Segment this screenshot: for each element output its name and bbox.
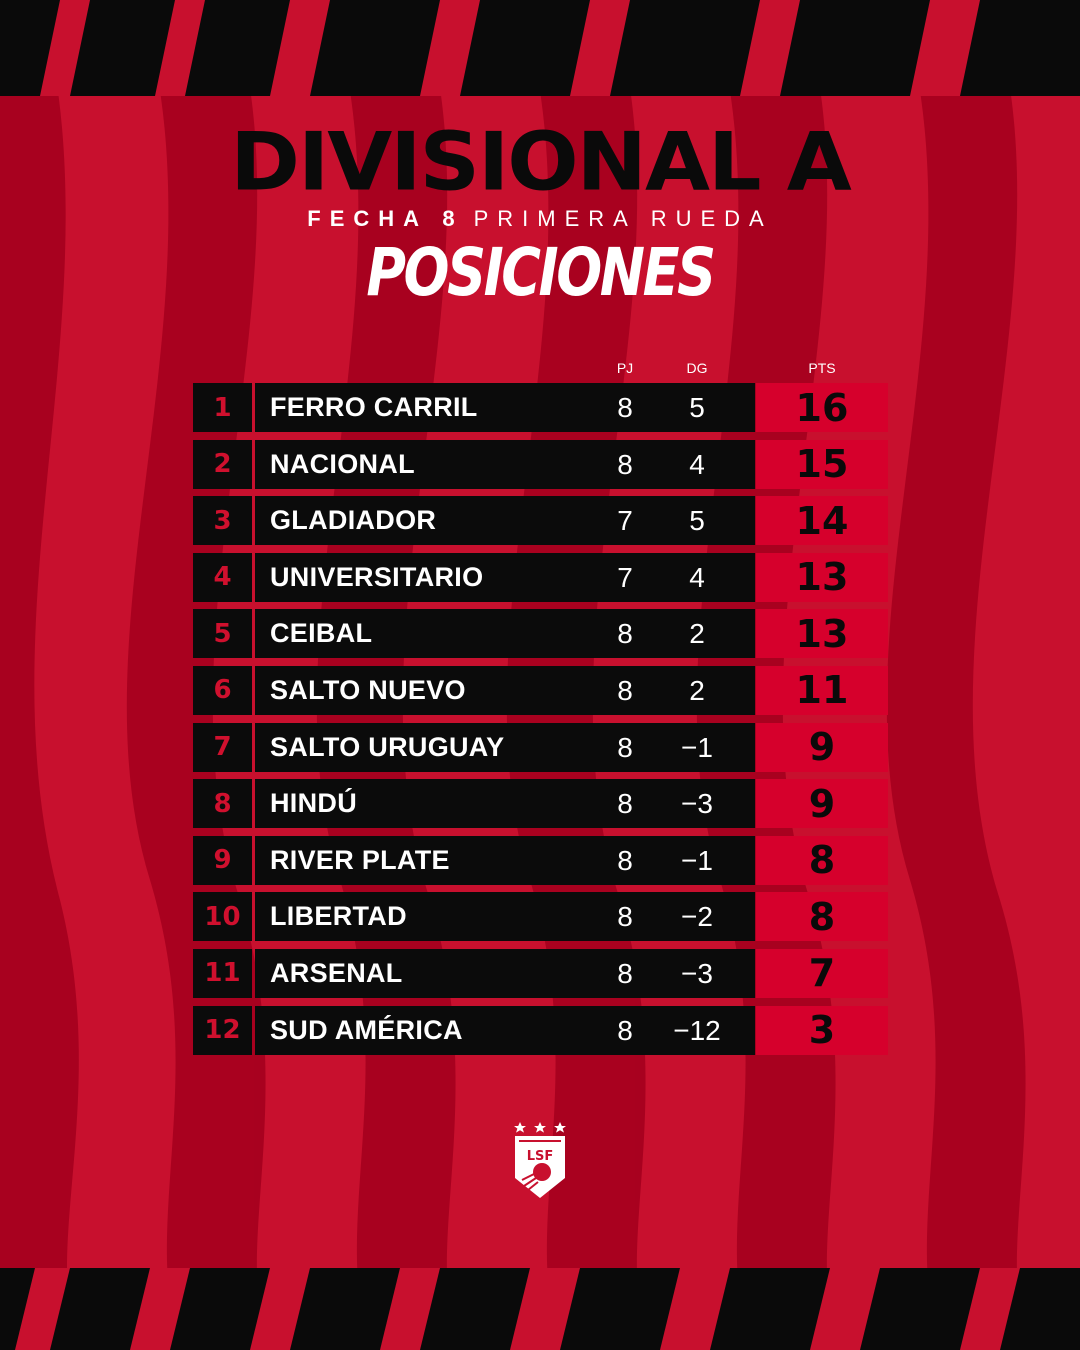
goal-difference: 4 [689, 561, 705, 593]
goal-difference: −1 [681, 731, 713, 763]
points: 9 [756, 779, 888, 829]
position-number: 1 [193, 383, 252, 432]
team-name: SUD AMÉRICA [270, 1014, 463, 1045]
table-row: 12 SUD AMÉRICA 8 −12 3 [193, 1005, 888, 1055]
games-played: 8 [617, 674, 633, 706]
points: 8 [756, 835, 888, 885]
table-row: 10 LIBERTAD 8 −2 8 [193, 892, 888, 942]
page-title: DIVISIONAL A [230, 115, 852, 209]
round-label: FECHA 8 [307, 206, 464, 231]
subtitle: FECHA 8 PRIMERA RUEDA [0, 206, 1080, 232]
position-number: 10 [193, 892, 252, 942]
team-cell: NACIONAL 8 4 [255, 439, 755, 489]
points: 8 [756, 892, 888, 942]
logo-text: LSF [527, 1149, 554, 1164]
column-header-pts: PTS [808, 360, 836, 376]
team-cell: FERRO CARRIL 8 5 [255, 383, 755, 432]
points: 9 [756, 722, 888, 772]
team-cell: GLADIADOR 7 5 [255, 496, 755, 546]
position-number: 2 [193, 439, 252, 489]
header: DIVISIONAL A FECHA 8 PRIMERA RUEDA POSICI… [0, 120, 1080, 306]
games-played: 8 [617, 788, 633, 820]
table-row: 7 SALTO URUGUAY 8 −1 9 [193, 722, 888, 772]
position-number: 6 [193, 665, 252, 715]
points: 13 [756, 609, 888, 659]
column-header-dg: DG [686, 360, 708, 376]
points: 14 [756, 496, 888, 546]
goal-difference: 5 [689, 392, 705, 423]
team-cell: SALTO NUEVO 8 2 [255, 665, 755, 715]
team-name: UNIVERSITARIO [270, 561, 484, 592]
position-number: 8 [193, 779, 252, 829]
phase-label: PRIMERA RUEDA [473, 206, 773, 231]
position-number: 12 [193, 1005, 252, 1055]
goal-difference: −1 [681, 844, 713, 876]
team-name: GLADIADOR [270, 505, 437, 536]
team-cell: CEIBAL 8 2 [255, 609, 755, 659]
table-row: 6 SALTO NUEVO 8 2 11 [193, 665, 888, 715]
position-number: 11 [193, 948, 252, 998]
standings-table: 1 FERRO CARRIL 8 5 16 2 NACIONAL 8 4 1 5 … [193, 383, 888, 1062]
team-name: HINDÚ [270, 788, 357, 819]
games-played: 7 [617, 505, 633, 537]
games-played: 8 [617, 901, 633, 933]
column-header-pj: PJ [616, 360, 634, 376]
table-row: 1 FERRO CARRIL 8 5 16 [193, 383, 888, 432]
table-row: 3 GLADIADOR 7 5 14 [193, 496, 888, 546]
games-played: 8 [617, 844, 633, 876]
games-played: 7 [617, 561, 633, 593]
team-name: CEIBAL [270, 618, 373, 649]
goal-difference: −2 [681, 901, 713, 933]
position-number: 9 [193, 835, 252, 885]
table-row: 2 NACIONAL 8 4 15 [193, 439, 888, 489]
points: 13 [756, 552, 888, 602]
team-name: NACIONAL [270, 448, 415, 479]
goal-difference: −12 [673, 1014, 721, 1046]
position-number: 5 [193, 609, 252, 659]
team-cell: SALTO URUGUAY 8 −1 [255, 722, 755, 772]
table-row: 4 UNIVERSITARIO 7 4 13 [193, 552, 888, 602]
team-name: SALTO NUEVO [270, 674, 466, 705]
points: 7 [756, 948, 888, 998]
points: 3 [756, 1005, 888, 1055]
table-row: 9 RIVER PLATE 8 −1 8 [193, 835, 888, 885]
goal-difference: −3 [681, 788, 713, 820]
games-played: 8 [617, 1014, 633, 1046]
goal-difference: 2 [689, 674, 705, 706]
games-played: 8 [617, 618, 633, 650]
team-cell: UNIVERSITARIO 7 4 [255, 552, 755, 602]
team-name: LIBERTAD [270, 901, 407, 932]
points: 11 [756, 665, 888, 715]
section-title: POSICIONES [366, 234, 716, 312]
games-played: 8 [617, 957, 633, 989]
table-row: 11 ARSENAL 8 −3 7 [193, 948, 888, 998]
goal-difference: −3 [681, 957, 713, 989]
league-shield-logo: LSF [514, 1122, 566, 1198]
goal-difference: 5 [689, 505, 705, 537]
position-number: 4 [193, 552, 252, 602]
team-cell: ARSENAL 8 −3 [255, 948, 755, 998]
team-name: FERRO CARRIL [270, 392, 478, 422]
goal-difference: 2 [689, 618, 705, 650]
team-cell: HINDÚ 8 −3 [255, 779, 755, 829]
team-cell: LIBERTAD 8 −2 [255, 892, 755, 942]
games-played: 8 [617, 448, 633, 480]
points: 15 [756, 439, 888, 489]
team-cell: RIVER PLATE 8 −1 [255, 835, 755, 885]
table-row: 5 CEIBAL 8 2 13 [193, 609, 888, 659]
games-played: 8 [617, 731, 633, 763]
position-number: 3 [193, 496, 252, 546]
team-name: RIVER PLATE [270, 844, 450, 875]
position-number: 7 [193, 722, 252, 772]
points: 16 [756, 383, 888, 432]
team-name: SALTO URUGUAY [270, 731, 505, 762]
team-cell: SUD AMÉRICA 8 −12 [255, 1005, 755, 1055]
team-name: ARSENAL [270, 957, 403, 988]
games-played: 8 [617, 392, 633, 423]
goal-difference: 4 [689, 448, 705, 480]
table-row: 8 HINDÚ 8 −3 9 [193, 779, 888, 829]
